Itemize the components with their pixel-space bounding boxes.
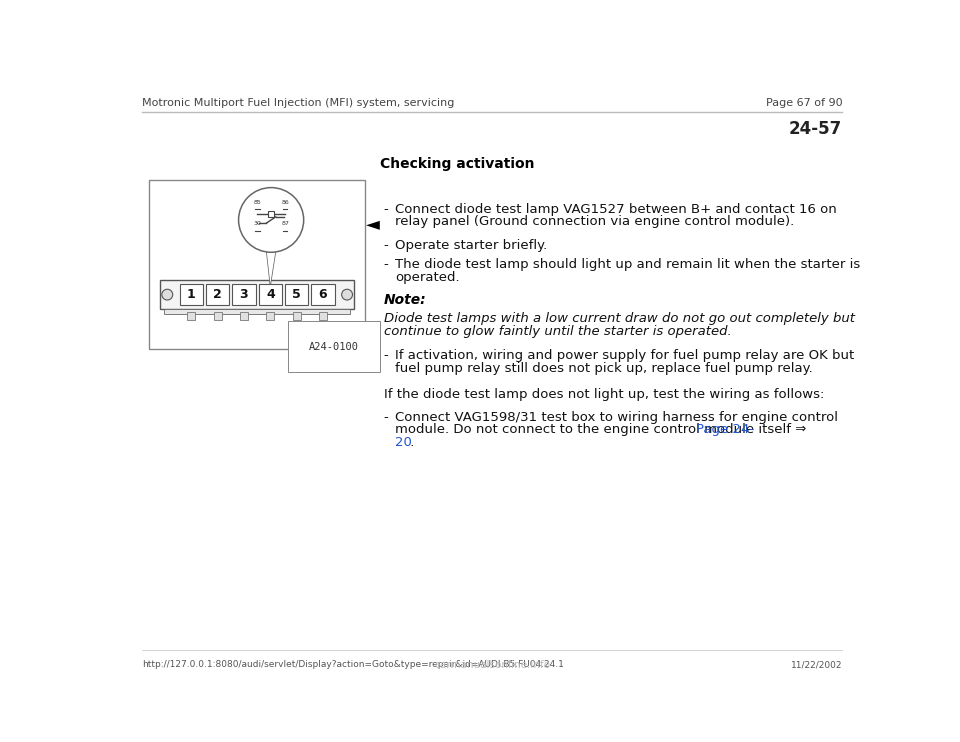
- Text: 5: 5: [293, 288, 301, 301]
- Text: 85: 85: [253, 200, 261, 205]
- Bar: [160, 280, 354, 309]
- Text: 30: 30: [253, 221, 261, 226]
- Bar: [180, 284, 203, 306]
- Bar: [232, 284, 255, 306]
- Text: 87: 87: [281, 221, 289, 226]
- Circle shape: [162, 289, 173, 300]
- Bar: [164, 309, 350, 314]
- Text: ◄: ◄: [367, 214, 380, 233]
- Text: -: -: [383, 203, 388, 216]
- Bar: [214, 312, 222, 320]
- Text: -: -: [383, 239, 388, 252]
- Text: .: .: [406, 436, 415, 449]
- Text: If activation, wiring and power supply for fuel pump relay are OK but: If activation, wiring and power supply f…: [396, 349, 854, 362]
- Text: -: -: [383, 258, 388, 272]
- Text: carmanualsonline.info: carmanualsonline.info: [434, 660, 550, 670]
- Text: 2: 2: [213, 288, 222, 301]
- Bar: [319, 312, 327, 320]
- Bar: [259, 284, 282, 306]
- Bar: [311, 284, 335, 306]
- Text: Page 24-: Page 24-: [696, 423, 754, 436]
- Text: -: -: [383, 349, 388, 362]
- Bar: [206, 284, 229, 306]
- Text: 4: 4: [266, 288, 275, 301]
- Text: Connect diode test lamp VAG1527 between B+ and contact 16 on: Connect diode test lamp VAG1527 between …: [396, 203, 837, 216]
- Text: http://127.0.0.1:8080/audi/servlet/Display?action=Goto&type=repair&id=AUDI.B5.FU: http://127.0.0.1:8080/audi/servlet/Displ…: [142, 660, 564, 669]
- Bar: [267, 312, 275, 320]
- Text: 3: 3: [240, 288, 249, 301]
- Text: 86: 86: [281, 200, 289, 205]
- Text: If the diode test lamp does not light up, test the wiring as follows:: If the diode test lamp does not light up…: [383, 388, 824, 401]
- Text: relay panel (Ground connection via engine control module).: relay panel (Ground connection via engin…: [396, 215, 794, 229]
- Circle shape: [342, 289, 352, 300]
- Text: Note:: Note:: [383, 293, 426, 307]
- Text: 24-57: 24-57: [789, 120, 842, 138]
- Bar: [293, 312, 300, 320]
- Text: Diode test lamps with a low current draw do not go out completely but: Diode test lamps with a low current draw…: [383, 312, 854, 325]
- Bar: [268, 211, 275, 217]
- Text: -: -: [383, 411, 388, 424]
- Text: 11/22/2002: 11/22/2002: [791, 660, 842, 669]
- Bar: [240, 312, 248, 320]
- Text: Page 67 of 90: Page 67 of 90: [766, 98, 842, 108]
- Text: The diode test lamp should light up and remain lit when the starter is: The diode test lamp should light up and …: [396, 258, 860, 272]
- Text: continue to glow faintly until the starter is operated.: continue to glow faintly until the start…: [383, 325, 732, 338]
- Text: fuel pump relay still does not pick up, replace fuel pump relay.: fuel pump relay still does not pick up, …: [396, 361, 813, 375]
- Text: 1: 1: [187, 288, 196, 301]
- Bar: [187, 312, 195, 320]
- Text: operated.: operated.: [396, 271, 460, 283]
- Text: 6: 6: [319, 288, 327, 301]
- Text: Operate starter briefly.: Operate starter briefly.: [396, 239, 547, 252]
- Polygon shape: [267, 249, 276, 284]
- Text: 20: 20: [396, 436, 412, 449]
- Circle shape: [239, 188, 303, 252]
- Text: Motronic Multiport Fuel Injection (MFI) system, servicing: Motronic Multiport Fuel Injection (MFI) …: [142, 98, 454, 108]
- Text: Connect VAG1598/31 test box to wiring harness for engine control: Connect VAG1598/31 test box to wiring ha…: [396, 411, 838, 424]
- Bar: [285, 284, 308, 306]
- Text: A24-0100: A24-0100: [309, 341, 359, 352]
- Bar: [150, 180, 365, 349]
- Text: Checking activation: Checking activation: [379, 157, 534, 171]
- Text: module. Do not connect to the engine control module itself ⇒: module. Do not connect to the engine con…: [396, 423, 811, 436]
